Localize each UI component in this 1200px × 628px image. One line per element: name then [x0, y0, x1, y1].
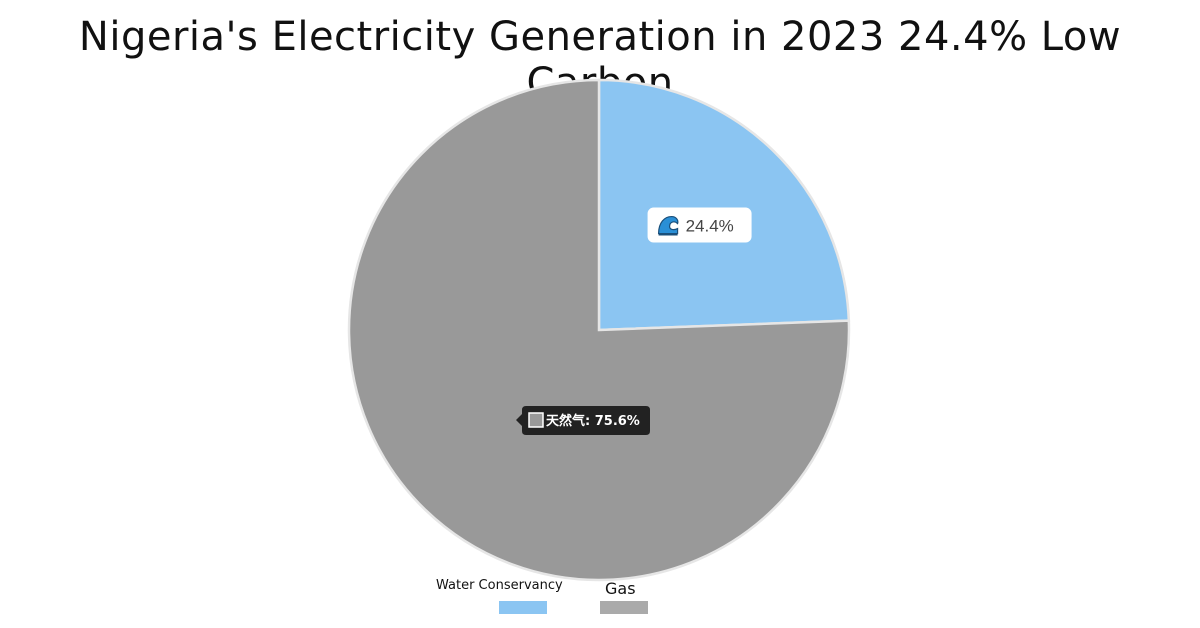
tooltip-swatch	[528, 412, 544, 428]
legend-swatch-gas	[600, 601, 648, 614]
legend-label-gas: Gas	[605, 579, 636, 598]
wave-icon	[657, 214, 679, 236]
tooltip-box	[516, 406, 650, 435]
pie-slice-0[interactable]	[597, 78, 851, 332]
legend-label-water: Water Conservancy	[436, 578, 563, 593]
tooltip-text: 天然气: 75.6%	[546, 413, 640, 429]
legend-swatch-water	[499, 601, 547, 614]
pie-slice-1[interactable]	[347, 78, 851, 582]
data-label-water: 24.4%	[686, 217, 734, 236]
